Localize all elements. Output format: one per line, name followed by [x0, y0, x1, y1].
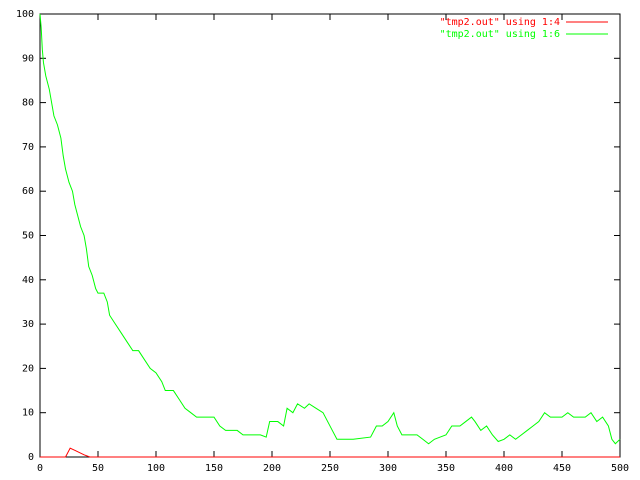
y-tick-label: 50 [22, 231, 34, 242]
x-tick-label: 300 [379, 463, 397, 474]
y-tick-label: 100 [16, 9, 34, 20]
x-tick-label: 50 [92, 463, 104, 474]
x-tick-label: 450 [553, 463, 571, 474]
y-tick-label: 30 [22, 319, 34, 330]
y-tick-label: 20 [22, 363, 34, 374]
plot-border [39, 13, 621, 458]
x-tick-label: 200 [263, 463, 281, 474]
x-tick-label: 0 [37, 463, 43, 474]
x-tick-label: 500 [611, 463, 629, 474]
y-tick-label: 70 [22, 142, 34, 153]
y-tick-label: 90 [22, 53, 34, 64]
y-tick-label: 0 [28, 452, 34, 463]
data-line [40, 447, 620, 458]
data-line [39, 13, 621, 445]
x-tick-label: 150 [205, 463, 223, 474]
x-tick-label: 100 [147, 463, 165, 474]
y-tick-label: 10 [22, 408, 34, 419]
x-tick-label: 250 [321, 463, 339, 474]
y-tick-label: 60 [22, 186, 34, 197]
legend-label: "tmp2.out" using 1:4 [440, 17, 560, 28]
x-tick-label: 350 [437, 463, 455, 474]
legend-label: "tmp2.out" using 1:6 [440, 29, 560, 40]
y-tick-label: 40 [22, 275, 34, 286]
x-tick-label: 400 [495, 463, 513, 474]
y-tick-label: 80 [22, 98, 34, 109]
